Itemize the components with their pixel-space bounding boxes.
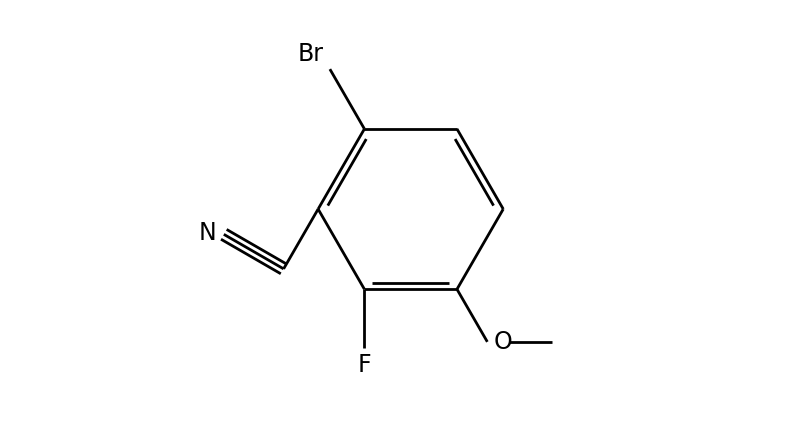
Text: O: O [494, 330, 513, 354]
Text: N: N [198, 221, 216, 245]
Text: F: F [358, 353, 371, 377]
Text: Br: Br [298, 42, 324, 66]
